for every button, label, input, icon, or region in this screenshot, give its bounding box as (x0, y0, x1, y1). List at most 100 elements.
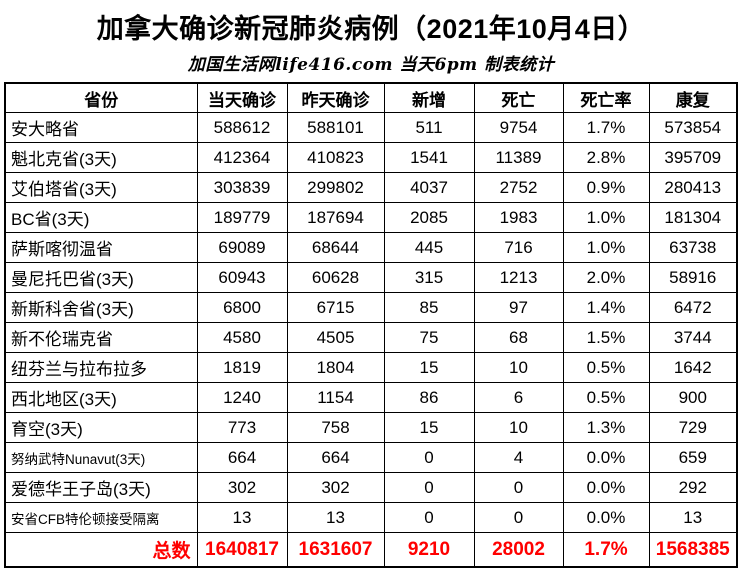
death-rate-cell: 1.5% (562, 322, 650, 353)
recovered-cell: 659 (648, 442, 738, 473)
column-header-3: 昨天确诊 (286, 82, 385, 113)
deaths-cell: 1213 (473, 262, 564, 293)
today-cell: 1819 (196, 352, 288, 383)
yesterday-cell: 60628 (286, 262, 385, 293)
death-rate-cell: 1.3% (562, 412, 650, 443)
province-cell: 爱德华王子岛(3天) (4, 472, 198, 503)
column-header-5: 死亡 (473, 82, 564, 113)
today-cell: 302 (196, 472, 288, 503)
today-cell: 664 (196, 442, 288, 473)
province-cell: 纽芬兰与拉布拉多 (4, 352, 198, 383)
yesterday-cell: 664 (286, 442, 385, 473)
today-cell: 60943 (196, 262, 288, 293)
yesterday-cell: 68644 (286, 232, 385, 263)
today-cell: 303839 (196, 172, 288, 203)
yesterday-cell: 299802 (286, 172, 385, 203)
table-row: 安省CFB特伦顿接受隔离 13 13 0 0 0.0% 13 (4, 502, 738, 533)
province-cell: 新不伦瑞克省 (4, 322, 198, 353)
table-row: 育空(3天) 773 758 15 10 1.3% 729 (4, 412, 738, 443)
deaths-cell: 10 (473, 352, 564, 383)
yesterday-cell: 1804 (286, 352, 385, 383)
column-header-1: 省份 (4, 82, 198, 113)
today-cell: 773 (196, 412, 288, 443)
today-cell: 189779 (196, 202, 288, 233)
table-row: 纽芬兰与拉布拉多 1819 1804 15 10 0.5% 1642 (4, 352, 738, 383)
total-yesterday-cell: 1631607 (286, 532, 385, 568)
death-rate-cell: 2.8% (562, 142, 650, 173)
column-header-2: 当天确诊 (196, 82, 288, 113)
recovered-cell: 3744 (648, 322, 738, 353)
recovered-cell: 1642 (648, 352, 738, 383)
table-row: 爱德华王子岛(3天) 302 302 0 0 0.0% 292 (4, 472, 738, 503)
table-row: 萨斯喀彻温省 69089 68644 445 716 1.0% 63738 (4, 232, 738, 263)
death-rate-cell: 0.5% (562, 352, 650, 383)
header-row: 省份 当天确诊 昨天确诊 新增 死亡 死亡率 康复 (4, 82, 738, 113)
province-cell: 艾伯塔省(3天) (4, 172, 198, 203)
total-recovered-cell: 1568385 (648, 532, 738, 568)
province-cell: 曼尼托巴省(3天) (4, 262, 198, 293)
total-row: 总数 1640817 1631607 9210 28002 1.7% 1568385 (4, 532, 738, 568)
death-rate-cell: 1.0% (562, 202, 650, 233)
page-subtitle: 加国生活网life416.com 当天6pm 制表统计 (187, 55, 555, 75)
deaths-cell: 1983 (473, 202, 564, 233)
death-rate-cell: 0.0% (562, 472, 650, 503)
deaths-cell: 9754 (473, 112, 564, 143)
recovered-cell: 63738 (648, 232, 738, 263)
table-row: BC省(3天) 189779 187694 2085 1983 1.0% 181304 (4, 202, 738, 233)
table-row: 安大略省 588612 588101 511 9754 1.7% 573854 (4, 112, 738, 143)
death-rate-cell: 2.0% (562, 262, 650, 293)
table-row: 西北地区(3天) 1240 1154 86 6 0.5% 900 (4, 382, 738, 413)
table-row: 艾伯塔省(3天) 303839 299802 4037 2752 0.9% 280413 (4, 172, 738, 203)
death-rate-cell: 1.4% (562, 292, 650, 323)
province-cell: 努纳武特Nunavut(3天) (4, 442, 198, 473)
yesterday-cell: 1154 (286, 382, 385, 413)
deaths-cell: 716 (473, 232, 564, 263)
deaths-cell: 2752 (473, 172, 564, 203)
yesterday-cell: 758 (286, 412, 385, 443)
new-cell: 511 (383, 112, 475, 143)
new-cell: 445 (383, 232, 475, 263)
recovered-cell: 900 (648, 382, 738, 413)
new-cell: 315 (383, 262, 475, 293)
yesterday-cell: 588101 (286, 112, 385, 143)
total-deaths-cell: 28002 (473, 532, 564, 568)
death-rate-cell: 0.0% (562, 502, 650, 533)
yesterday-cell: 6715 (286, 292, 385, 323)
table-row: 曼尼托巴省(3天) 60943 60628 315 1213 2.0% 58916 (4, 262, 738, 293)
deaths-cell: 6 (473, 382, 564, 413)
table-row: 新斯科舍省(3天) 6800 6715 85 97 1.4% 6472 (4, 292, 738, 323)
recovered-cell: 6472 (648, 292, 738, 323)
today-cell: 13 (196, 502, 288, 533)
new-cell: 86 (383, 382, 475, 413)
column-header-7: 康复 (648, 82, 738, 113)
new-cell: 2085 (383, 202, 475, 233)
new-cell: 0 (383, 472, 475, 503)
deaths-cell: 0 (473, 472, 564, 503)
new-cell: 0 (383, 502, 475, 533)
yesterday-cell: 302 (286, 472, 385, 503)
today-cell: 412364 (196, 142, 288, 173)
death-rate-cell: 1.7% (562, 112, 650, 143)
today-cell: 1240 (196, 382, 288, 413)
table-header: 省份 当天确诊 昨天确诊 新增 死亡 死亡率 康复 (4, 82, 738, 113)
table-body: 安大略省 588612 588101 511 9754 1.7% 573854 魁北克省(3天… (4, 112, 738, 568)
new-cell: 15 (383, 412, 475, 443)
death-rate-cell: 0.5% (562, 382, 650, 413)
recovered-cell: 573854 (648, 112, 738, 143)
new-cell: 15 (383, 352, 475, 383)
page: 加拿大确诊新冠肺炎病例（2021年10月4日） 加国生活网life416.com… (4, 14, 738, 568)
deaths-cell: 10 (473, 412, 564, 443)
new-cell: 1541 (383, 142, 475, 173)
covid-stats-table: 省份 当天确诊 昨天确诊 新增 死亡 死亡率 康复 安大略省 588612 588101 511 9… (4, 82, 738, 568)
yesterday-cell: 410823 (286, 142, 385, 173)
recovered-cell: 13 (648, 502, 738, 533)
today-cell: 6800 (196, 292, 288, 323)
province-cell: 萨斯喀彻温省 (4, 232, 198, 263)
death-rate-cell: 0.0% (562, 442, 650, 473)
recovered-cell: 280413 (648, 172, 738, 203)
deaths-cell: 4 (473, 442, 564, 473)
recovered-cell: 729 (648, 412, 738, 443)
yesterday-cell: 13 (286, 502, 385, 533)
province-cell: 魁北克省(3天) (4, 142, 198, 173)
deaths-cell: 97 (473, 292, 564, 323)
